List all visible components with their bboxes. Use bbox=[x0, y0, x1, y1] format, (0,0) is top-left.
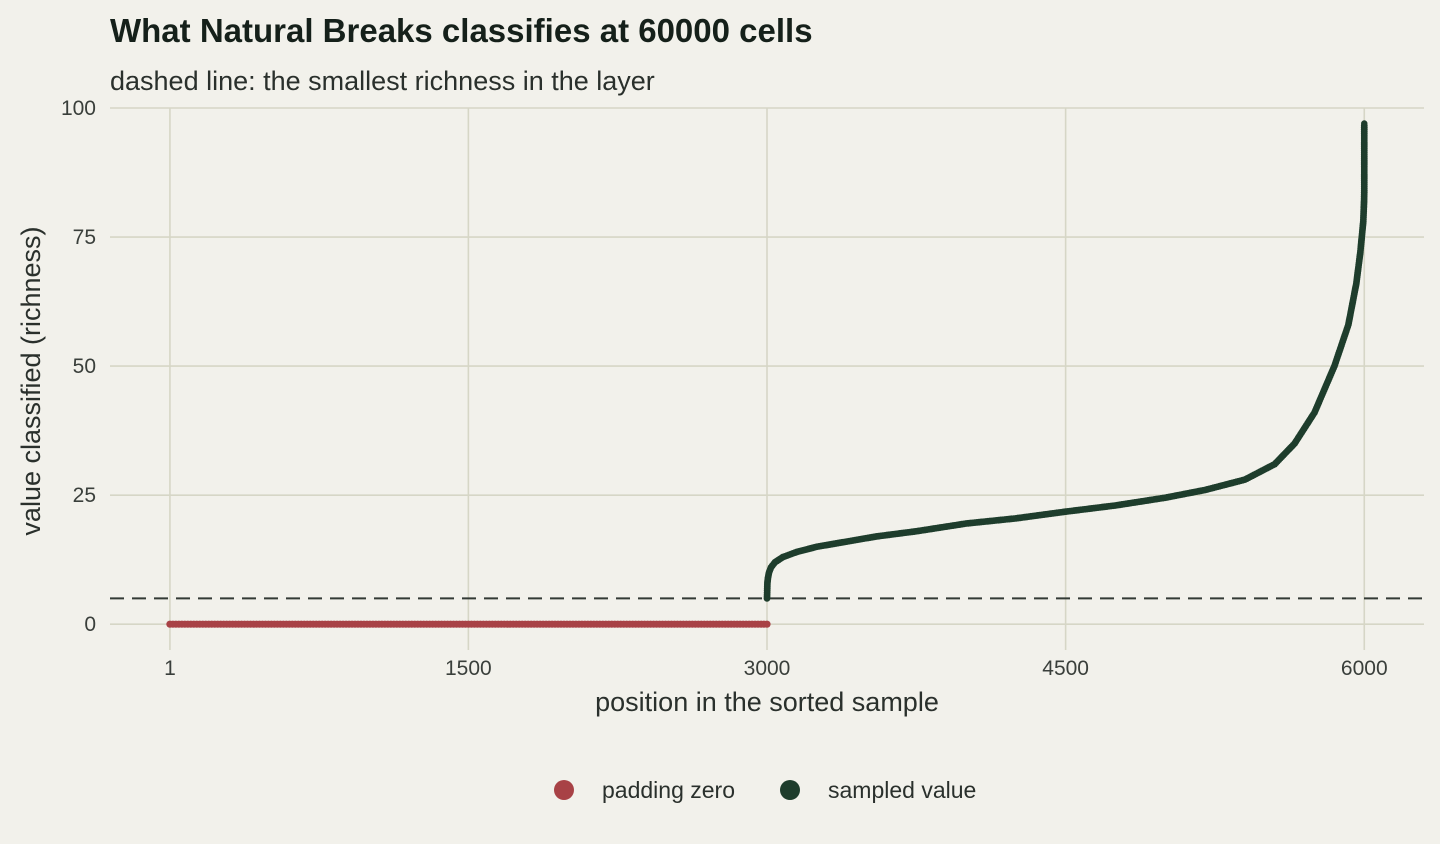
y-axis-ticks: 0 25 50 75 100 bbox=[61, 97, 96, 636]
x-axis-ticks: 1 1500 3000 4500 6000 bbox=[164, 657, 1388, 680]
y-axis-label: value classified (richness) bbox=[16, 226, 46, 535]
x-tick-label-6000: 6000 bbox=[1341, 657, 1388, 680]
legend-swatch-sampled-value bbox=[780, 780, 800, 800]
legend-item-padding-zero: padding zero bbox=[554, 777, 735, 803]
x-tick-label-3000: 3000 bbox=[744, 657, 791, 680]
legend-label-sampled-value: sampled value bbox=[828, 777, 976, 803]
chart-subtitle: dashed line: the smallest richness in th… bbox=[110, 66, 655, 96]
legend-label-padding-zero: padding zero bbox=[602, 777, 735, 803]
legend-swatch-padding-zero bbox=[554, 780, 574, 800]
y-tick-label-50: 50 bbox=[73, 355, 96, 378]
point-sampled-value bbox=[1361, 120, 1368, 127]
grid bbox=[110, 107, 1424, 650]
series-padding-zero bbox=[166, 620, 771, 628]
series-layer bbox=[166, 120, 1368, 628]
point-sampled-value bbox=[1361, 151, 1368, 158]
point-sampled-value bbox=[1361, 187, 1368, 194]
y-tick-label-75: 75 bbox=[73, 226, 96, 249]
point-sampled-value bbox=[1361, 177, 1368, 184]
x-tick-label-1: 1 bbox=[164, 657, 176, 680]
x-tick-label-4500: 4500 bbox=[1042, 657, 1089, 680]
series-sampled-value bbox=[763, 120, 1368, 602]
y-tick-label-25: 25 bbox=[73, 484, 96, 507]
point-sampled-value bbox=[1361, 166, 1368, 174]
x-tick-label-1500: 1500 bbox=[445, 657, 492, 680]
y-tick-label-100: 100 bbox=[61, 97, 96, 120]
y-tick-label-0: 0 bbox=[84, 613, 96, 636]
legend: padding zero sampled value bbox=[554, 777, 976, 803]
x-axis-label: position in the sorted sample bbox=[595, 687, 939, 717]
legend-item-sampled-value: sampled value bbox=[780, 777, 976, 803]
chart-title: What Natural Breaks classifies at 60000 … bbox=[110, 12, 813, 49]
point-padding-zero bbox=[763, 620, 771, 628]
